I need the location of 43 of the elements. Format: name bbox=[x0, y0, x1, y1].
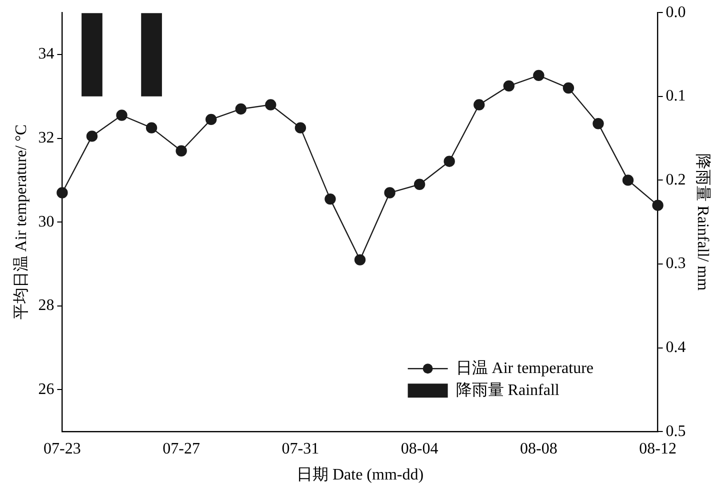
y-tick-label: 30 bbox=[38, 213, 54, 230]
x-tick-label: 08-04 bbox=[400, 440, 438, 458]
point bbox=[474, 99, 485, 110]
legend-label: 降雨量 Rainfall bbox=[456, 382, 560, 399]
y-tick-label: 34 bbox=[38, 46, 54, 63]
y-axis-title: 平均日温 Air temperature/ °C bbox=[12, 124, 30, 320]
point bbox=[503, 80, 514, 92]
x-axis-title: 日期 Date (mm-dd) bbox=[296, 466, 424, 484]
point bbox=[652, 200, 664, 211]
legend-label: 日温 Air temperature bbox=[456, 360, 594, 377]
y-tick-label: 32 bbox=[38, 130, 54, 147]
point bbox=[56, 187, 68, 198]
y-tick-label: 28 bbox=[38, 297, 54, 314]
point bbox=[235, 103, 246, 115]
x-tick-label: 07-23 bbox=[44, 440, 81, 458]
point bbox=[176, 145, 187, 156]
x-tick-label: 07-27 bbox=[162, 440, 200, 458]
point bbox=[86, 130, 98, 142]
y2-tick-label: 0.1 bbox=[666, 88, 686, 105]
y2-tick-label: 0.4 bbox=[666, 339, 686, 356]
y2-tick-label: 0.0 bbox=[666, 4, 686, 21]
point bbox=[622, 174, 634, 186]
point bbox=[384, 187, 396, 198]
x-tick-label: 07-31 bbox=[282, 440, 320, 458]
y2-tick-label: 0.5 bbox=[666, 422, 686, 440]
point bbox=[294, 122, 306, 134]
point bbox=[533, 70, 544, 82]
x-tick-label: 08-12 bbox=[639, 440, 676, 458]
point bbox=[206, 114, 217, 126]
point bbox=[592, 118, 604, 130]
point bbox=[354, 254, 366, 266]
point bbox=[146, 122, 158, 134]
y2-axis-title: 降雨量 Rainfall/ mm bbox=[694, 154, 712, 292]
point bbox=[414, 178, 426, 190]
point bbox=[444, 156, 455, 167]
y2-tick-label: 0.2 bbox=[666, 171, 686, 188]
point bbox=[265, 99, 276, 110]
y-tick-label: 26 bbox=[38, 380, 54, 398]
x-tick-label: 08-08 bbox=[520, 440, 558, 458]
point bbox=[562, 82, 574, 94]
y2-tick-label: 0.3 bbox=[666, 255, 686, 272]
point bbox=[116, 110, 128, 121]
point bbox=[324, 193, 336, 205]
